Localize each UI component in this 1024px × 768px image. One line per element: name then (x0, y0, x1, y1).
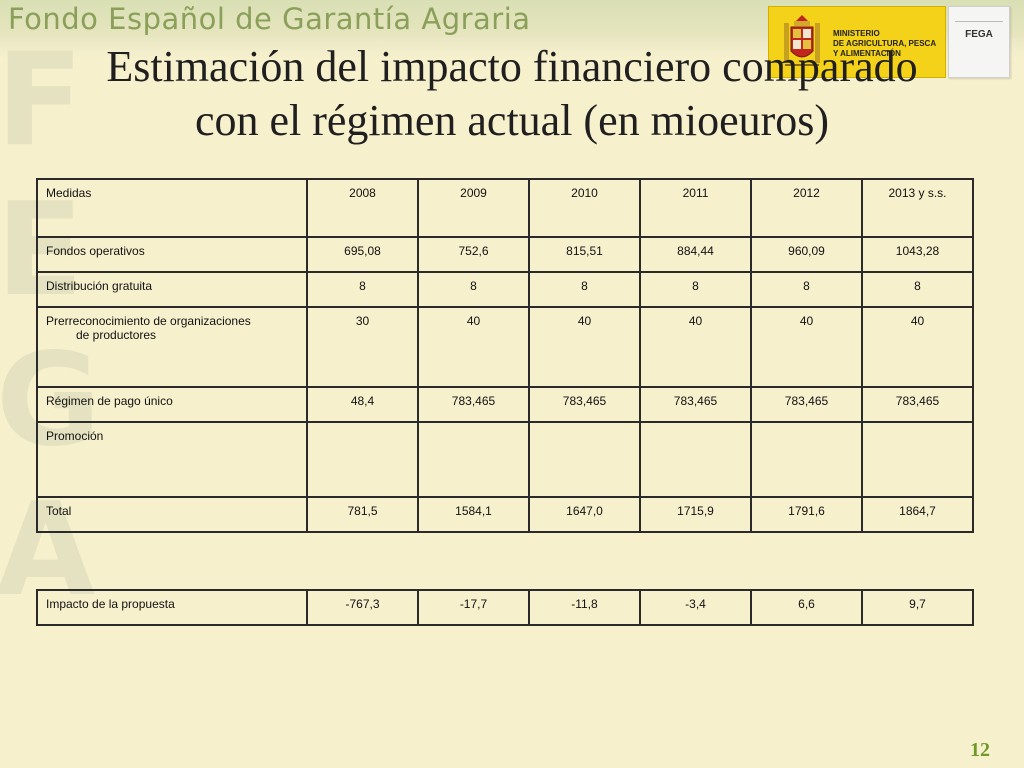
table-cell: 40 (861, 306, 974, 388)
table-cell: 40 (417, 306, 530, 388)
row-label: Fondos operativos (36, 236, 308, 273)
table-cell: 1715,9 (639, 496, 752, 533)
table-cell: -17,7 (417, 589, 530, 626)
table-row: Distribución gratuita 8 8 8 8 8 8 (36, 271, 974, 308)
ministry-line: MINISTERIO (833, 29, 880, 38)
table-cell: 40 (528, 306, 641, 388)
fega-label: FEGA (965, 29, 993, 40)
column-header: 2010 (528, 178, 641, 238)
table-cell: 8 (639, 271, 752, 308)
table-cell: 884,44 (639, 236, 752, 273)
table-cell: 783,465 (528, 386, 641, 423)
row-label: Promoción (36, 421, 308, 498)
table-cell: 6,6 (750, 589, 863, 626)
column-header: 2012 (750, 178, 863, 238)
table-cell: -11,8 (528, 589, 641, 626)
row-label-line: Prerreconocimiento de organizaciones (46, 314, 251, 328)
column-header: Medidas (36, 178, 308, 238)
coat-of-arms-icon (784, 15, 820, 66)
table-cell (306, 421, 419, 498)
table-cell: 695,08 (306, 236, 419, 273)
table-cell: 40 (639, 306, 752, 388)
column-header: 2008 (306, 178, 419, 238)
fega-logo: FEGA (948, 6, 1010, 78)
table-cell: 783,465 (417, 386, 530, 423)
table-cell: 8 (417, 271, 530, 308)
table-cell: 30 (306, 306, 419, 388)
table-cell (528, 421, 641, 498)
table-cell: -767,3 (306, 589, 419, 626)
table-cell: 1864,7 (861, 496, 974, 533)
table-cell: 8 (750, 271, 863, 308)
table-row: Régimen de pago único 48,4 783,465 783,4… (36, 386, 974, 423)
table-cell: 40 (750, 306, 863, 388)
row-label-line: de productores (76, 328, 157, 342)
agency-name: Fondo Español de Garantía Agraria (8, 2, 531, 36)
column-header: 2011 (639, 178, 752, 238)
page-number: 12 (970, 739, 990, 761)
slide-title-line: con el régimen actual (en mioeuros) (194, 96, 830, 145)
table-cell (750, 421, 863, 498)
table-cell: 8 (528, 271, 641, 308)
slide-title: Estimación del impacto financiero compar… (60, 40, 964, 148)
table-cell: 8 (861, 271, 974, 308)
table-row: Promoción (36, 421, 974, 498)
row-label: Distribución gratuita (36, 271, 308, 308)
table-cell: 1584,1 (417, 496, 530, 533)
table-cell: 8 (306, 271, 419, 308)
table-cell: 9,7 (861, 589, 974, 626)
measures-table: Medidas 2008 2009 2010 2011 2012 2013 y … (36, 178, 974, 533)
row-label: Impacto de la propuesta (36, 589, 308, 626)
slide-title-line: Estimación del impacto financiero compar… (106, 42, 918, 91)
column-header: 2013 y s.s. (861, 178, 974, 238)
table-row: Fondos operativos 695,08 752,6 815,51 88… (36, 236, 974, 273)
fega-logo-rule (955, 21, 1003, 22)
row-label: Régimen de pago único (36, 386, 308, 423)
table-cell: 783,465 (861, 386, 974, 423)
impact-table: Impacto de la propuesta -767,3 -17,7 -11… (36, 589, 974, 626)
table-cell: 960,09 (750, 236, 863, 273)
table-cell: 1791,6 (750, 496, 863, 533)
row-label: Total (36, 496, 308, 533)
table-header-row: Medidas 2008 2009 2010 2011 2012 2013 y … (36, 178, 974, 238)
table-cell: 783,465 (750, 386, 863, 423)
table-row: Total 781,5 1584,1 1647,0 1715,9 1791,6 … (36, 496, 974, 533)
table-cell: 815,51 (528, 236, 641, 273)
table-cell (861, 421, 974, 498)
ministry-name: MINISTERIO DE AGRICULTURA, PESCA Y ALIME… (833, 29, 936, 59)
table-cell: 1043,28 (861, 236, 974, 273)
watermark-letter: F (0, 26, 84, 175)
row-label: Prerreconocimiento de organizaciones de … (36, 306, 308, 388)
table-cell: 48,4 (306, 386, 419, 423)
table-row: Impacto de la propuesta -767,3 -17,7 -11… (36, 589, 974, 626)
ministry-line: DE AGRICULTURA, PESCA (833, 39, 937, 48)
ministry-logo: MINISTERIO DE AGRICULTURA, PESCA Y ALIME… (768, 6, 946, 78)
table-cell (639, 421, 752, 498)
table-cell: 1647,0 (528, 496, 641, 533)
table-cell: 752,6 (417, 236, 530, 273)
column-header: 2009 (417, 178, 530, 238)
table-cell: -3,4 (639, 589, 752, 626)
table-cell: 781,5 (306, 496, 419, 533)
table-cell (417, 421, 530, 498)
table-row: Prerreconocimiento de organizaciones de … (36, 306, 974, 388)
table-cell: 783,465 (639, 386, 752, 423)
ministry-line: Y ALIMENTACIÓN (833, 49, 901, 58)
